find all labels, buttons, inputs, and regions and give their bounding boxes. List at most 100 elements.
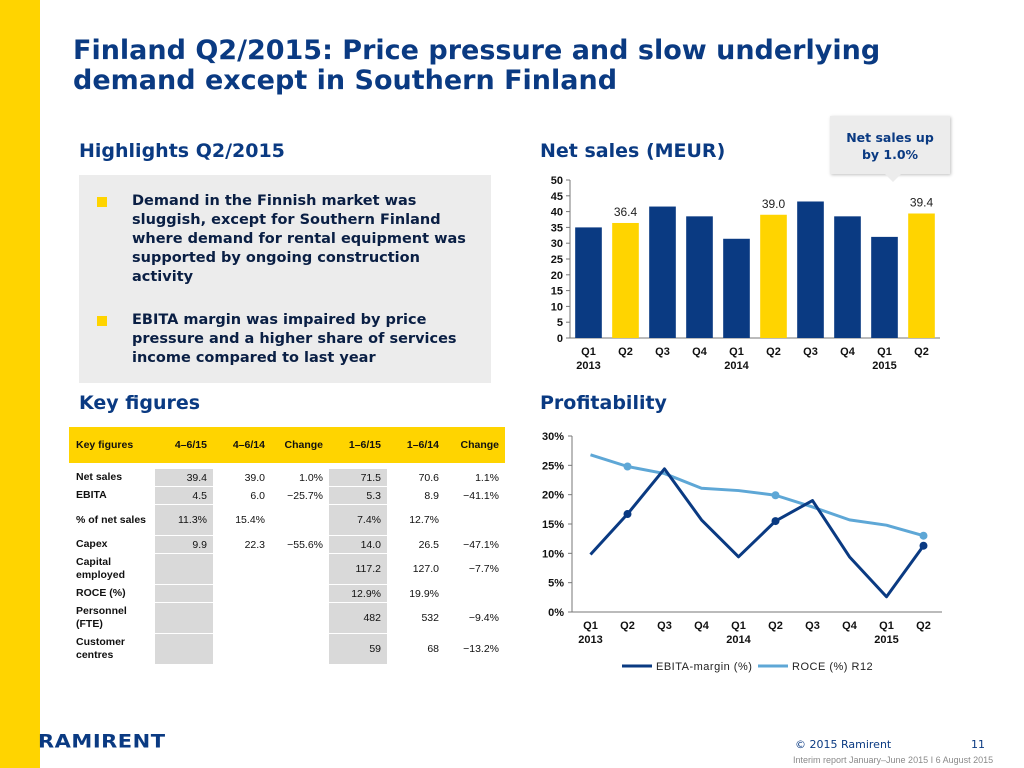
- table-cell: −13.2%: [445, 633, 505, 665]
- row-label: Net sales: [69, 466, 155, 487]
- table-cell: 117.2: [329, 553, 387, 585]
- legend-label: EBITA-margin (%): [656, 661, 752, 673]
- column-header: 1–6/14: [387, 427, 445, 469]
- table-row: Capital employed 117.2 127.0 −7.7%: [69, 553, 505, 585]
- series-line: [590, 453, 924, 538]
- bar: [871, 236, 898, 338]
- x-tick-label: Q2: [914, 346, 929, 358]
- y-tick-label: 10%: [542, 548, 564, 560]
- y-tick-label: 25%: [542, 460, 564, 472]
- x-year-label: 2013: [578, 634, 602, 646]
- x-year-label: 2013: [576, 360, 600, 372]
- table-cell: 8.9: [387, 486, 445, 505]
- x-year-label: 2015: [872, 360, 896, 372]
- table-cell: 19.9%: [387, 584, 445, 603]
- data-point-marker: [771, 517, 780, 526]
- bar: [834, 216, 861, 338]
- y-tick-label: 5%: [548, 578, 564, 590]
- table-cell: 70.6: [387, 466, 445, 487]
- table-cell: −25.7%: [271, 486, 329, 505]
- x-tick-label: Q4: [842, 620, 858, 632]
- bar: [908, 213, 935, 338]
- footer-report-info: Interim report January–June 2015 I 6 Aug…: [793, 755, 994, 765]
- table-row: Customer centres 59 68 −13.2%: [69, 633, 505, 665]
- net-sales-callout: Net sales up by 1.0%: [830, 116, 950, 174]
- x-tick-label: Q3: [655, 346, 670, 358]
- table-cell: [445, 504, 505, 536]
- table-cell: [271, 504, 329, 536]
- table-cell: 22.3: [213, 535, 271, 554]
- left-accent-stripe: [0, 0, 40, 768]
- row-label: % of net sales: [69, 504, 155, 536]
- callout-line: Net sales up: [846, 130, 934, 145]
- y-tick-label: 0%: [548, 607, 564, 619]
- x-tick-label: Q2: [620, 620, 635, 632]
- column-header: 1–6/15: [329, 427, 387, 469]
- x-tick-label: Q1: [581, 346, 596, 358]
- table-cell: [213, 602, 271, 634]
- table-row: ROCE (%) 12.9% 19.9%: [69, 584, 505, 603]
- table-cell: 71.5: [329, 466, 387, 487]
- column-header: Key figures: [69, 427, 155, 469]
- table-cell: [213, 553, 271, 585]
- row-label: Customer centres: [69, 633, 155, 665]
- y-tick-label: 20: [551, 270, 563, 282]
- highlights-box: Demand in the Finnish market was sluggis…: [79, 175, 491, 383]
- footer-copyright: © 2015 Ramirent: [795, 738, 892, 751]
- table-cell: 7.4%: [329, 504, 387, 536]
- table-cell: −41.1%: [445, 486, 505, 505]
- bar: [797, 201, 824, 338]
- bar: [575, 227, 602, 338]
- column-header: Change: [271, 427, 329, 469]
- y-tick-label: 30: [551, 238, 563, 250]
- x-tick-label: Q2: [916, 620, 931, 632]
- profitability-line-chart: 0% 5% 10% 15% 20% 25% 30% Q1 2013 Q2 Q3 Q4 Q1 2014 Q2 Q…: [542, 431, 942, 673]
- table-cell: 39.0: [213, 466, 271, 487]
- table-cell: 11.3%: [155, 504, 213, 536]
- bar: [760, 214, 787, 338]
- y-tick-label: 15: [551, 286, 563, 298]
- x-tick-label: Q3: [657, 620, 672, 632]
- x-tick-label: Q2: [618, 346, 633, 358]
- callout-line: by 1.0%: [861, 147, 919, 162]
- y-tick-label: 25: [551, 254, 563, 266]
- table-cell: −47.1%: [445, 535, 505, 554]
- table-cell: [271, 584, 329, 603]
- column-header: Change: [445, 427, 505, 469]
- table-cell: 39.4: [155, 466, 213, 487]
- key-figures-heading: Key figures: [79, 392, 201, 414]
- x-tick-label: Q2: [768, 620, 783, 632]
- table-cell: [271, 553, 329, 585]
- x-tick-label: Q3: [803, 346, 818, 358]
- y-tick-label: 35: [551, 222, 563, 234]
- table-row: Capex 9.9 22.3 −55.6% 14.0 26.5 −47.1%: [69, 535, 505, 554]
- y-tick-label: 10: [551, 301, 563, 313]
- y-tick-label: 40: [551, 207, 563, 219]
- table-row: Net sales 39.4 39.0 1.0% 71.5 70.6 1.1%: [69, 466, 505, 487]
- net-sales-heading: Net sales (MEUR): [540, 140, 726, 162]
- data-point-marker: [771, 491, 780, 500]
- table-header-row: Key figures 4–6/15 4–6/14 Change 1–6/15 …: [69, 427, 505, 469]
- row-label: Personnel (FTE): [69, 602, 155, 634]
- table-cell: [271, 633, 329, 665]
- y-tick-label: 20%: [542, 490, 564, 502]
- x-tick-label: Q2: [766, 346, 781, 358]
- x-tick-label: Q1: [583, 620, 598, 632]
- table-cell: [155, 633, 213, 665]
- profitability-heading: Profitability: [540, 392, 667, 414]
- net-sales-bar-chart: 0 5 10 15 20 25 30 35 40 45 50 Q1 2013 36.4 Q2 Q3 Q4 Q1 20…: [551, 175, 940, 372]
- y-tick-label: 45: [551, 191, 563, 203]
- row-label: ROCE (%): [69, 584, 155, 603]
- x-tick-label: Q3: [805, 620, 820, 632]
- bullet-square-icon: [97, 197, 107, 207]
- table-cell: 68: [387, 633, 445, 665]
- row-label: Capital employed: [69, 553, 155, 585]
- x-tick-label: Q4: [694, 620, 710, 632]
- x-tick-label: Q1: [877, 346, 892, 358]
- table-cell: 4.5: [155, 486, 213, 505]
- highlight-bullet: Demand in the Finnish market was sluggis…: [132, 193, 466, 285]
- table-cell: [155, 584, 213, 603]
- table-cell: 1.0%: [271, 466, 329, 487]
- bar: [649, 206, 676, 338]
- table-cell: 482: [329, 602, 387, 634]
